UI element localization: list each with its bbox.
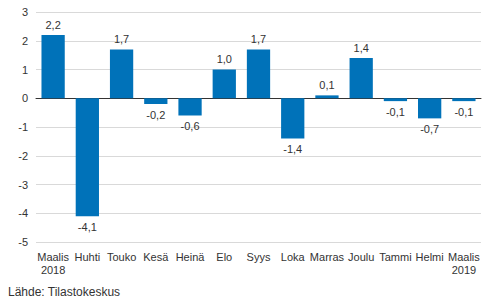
svg-text:-2: -2 bbox=[18, 150, 28, 162]
svg-text:Syys: Syys bbox=[247, 251, 271, 263]
svg-text:1,7: 1,7 bbox=[251, 33, 266, 45]
svg-text:-4,1: -4,1 bbox=[78, 221, 97, 233]
svg-text:-1: -1 bbox=[18, 121, 28, 133]
svg-text:-3: -3 bbox=[18, 179, 28, 191]
svg-text:0,1: 0,1 bbox=[319, 79, 334, 91]
svg-text:-4: -4 bbox=[18, 207, 28, 219]
svg-text:Kesä: Kesä bbox=[143, 251, 169, 263]
svg-text:Tammi: Tammi bbox=[379, 251, 411, 263]
svg-text:Loka: Loka bbox=[281, 251, 306, 263]
svg-text:Maalis: Maalis bbox=[448, 251, 480, 263]
svg-text:3: 3 bbox=[22, 6, 28, 18]
svg-text:-0,1: -0,1 bbox=[386, 106, 405, 118]
svg-text:-0,6: -0,6 bbox=[181, 120, 200, 132]
svg-text:-0,2: -0,2 bbox=[146, 109, 165, 121]
svg-text:-5: -5 bbox=[18, 236, 28, 248]
svg-text:1,4: 1,4 bbox=[354, 42, 369, 54]
svg-text:-1,4: -1,4 bbox=[283, 143, 302, 155]
svg-text:Touko: Touko bbox=[107, 251, 136, 263]
svg-text:Heinä: Heinä bbox=[176, 251, 206, 263]
svg-text:Marras: Marras bbox=[310, 251, 345, 263]
svg-text:-0,7: -0,7 bbox=[420, 123, 439, 135]
svg-text:0: 0 bbox=[22, 92, 28, 104]
svg-text:2018: 2018 bbox=[41, 264, 65, 276]
svg-text:Maalis: Maalis bbox=[37, 251, 69, 263]
svg-text:Huhti: Huhti bbox=[75, 251, 101, 263]
svg-text:2: 2 bbox=[22, 35, 28, 47]
svg-text:Lähde: Tilastokeskus: Lähde: Tilastokeskus bbox=[8, 285, 120, 299]
svg-text:2,2: 2,2 bbox=[45, 19, 60, 31]
svg-text:2019: 2019 bbox=[452, 264, 476, 276]
svg-text:1,7: 1,7 bbox=[114, 33, 129, 45]
svg-text:1,0: 1,0 bbox=[217, 53, 232, 65]
svg-text:Helmi: Helmi bbox=[416, 251, 444, 263]
svg-text:Elo: Elo bbox=[216, 251, 232, 263]
svg-text:Joulu: Joulu bbox=[348, 251, 374, 263]
svg-text:1: 1 bbox=[22, 64, 28, 76]
svg-text:-0,1: -0,1 bbox=[454, 106, 473, 118]
